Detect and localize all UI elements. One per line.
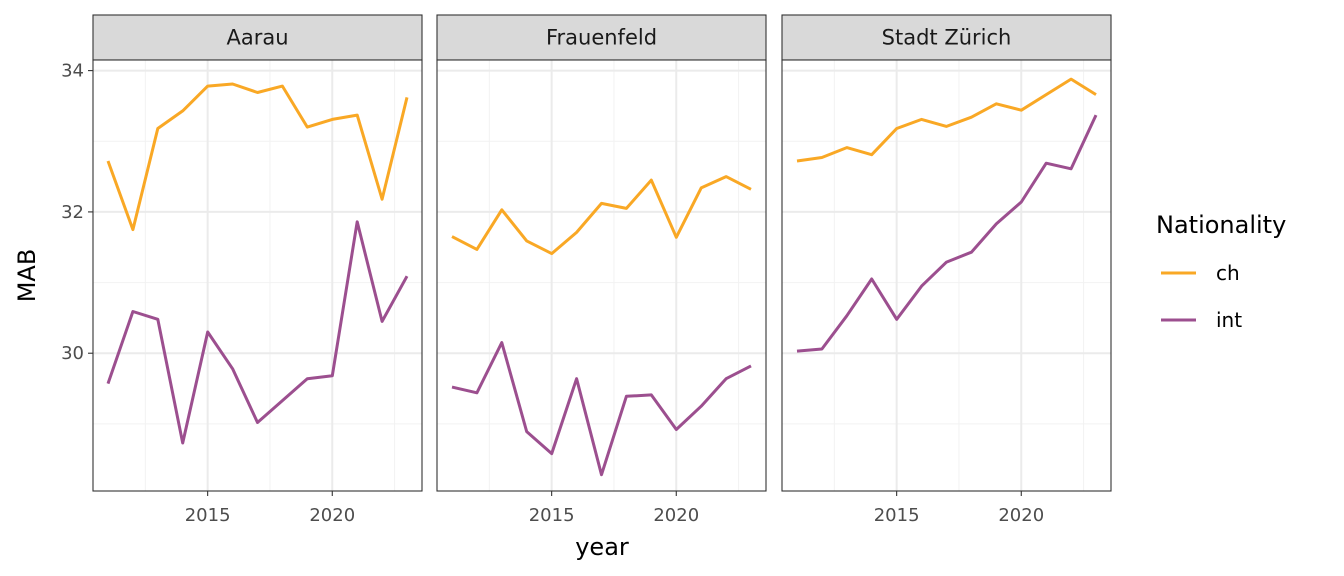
- x-tick-label: 2020: [998, 505, 1044, 526]
- x-tick-label: 2015: [529, 505, 575, 526]
- facet-title: Aarau: [226, 26, 288, 50]
- facet-strip: [92, 14, 423, 61]
- y-axis-title: MAB: [13, 249, 41, 303]
- legend-label-int: int: [1216, 308, 1242, 332]
- facet-strip: [436, 14, 767, 61]
- series-line-ch: [106, 82, 409, 232]
- series-line-int: [796, 114, 1098, 353]
- y-tick-label: 32: [61, 202, 84, 223]
- panel-border: [92, 59, 423, 492]
- series-line-int: [106, 220, 409, 445]
- y-tick-label: 30: [61, 343, 84, 364]
- legend-title: Nationality: [1156, 211, 1286, 239]
- panel-border: [781, 59, 1112, 492]
- panel-aarau: Aarau 2015 2020: [92, 14, 423, 526]
- facet-strip: [781, 14, 1112, 61]
- x-tick-label: 2015: [874, 505, 920, 526]
- facet-title: Frauenfeld: [546, 26, 657, 50]
- panel-background: [437, 60, 766, 491]
- x-tick-label: 2015: [185, 505, 231, 526]
- panel-background: [782, 60, 1111, 491]
- panel-border: [436, 59, 767, 492]
- x-axis-title: year: [575, 533, 629, 561]
- series-line-ch: [796, 77, 1097, 163]
- panel-frauenfeld: Frauenfeld 2015 2020: [436, 14, 767, 526]
- series-line-ch: [451, 175, 752, 256]
- panel-background: [93, 60, 422, 491]
- series-line-int: [451, 341, 752, 477]
- x-tick-label: 2020: [309, 505, 355, 526]
- facet-title: Stadt Zürich: [882, 26, 1012, 50]
- legend-label-ch: ch: [1216, 261, 1240, 285]
- panel-stadt-zürich: Stadt Zürich 2015 2020: [781, 14, 1112, 526]
- x-tick-label: 2020: [653, 505, 699, 526]
- legend: Nationality ch int: [1156, 211, 1286, 332]
- y-tick-label: 34: [61, 61, 84, 82]
